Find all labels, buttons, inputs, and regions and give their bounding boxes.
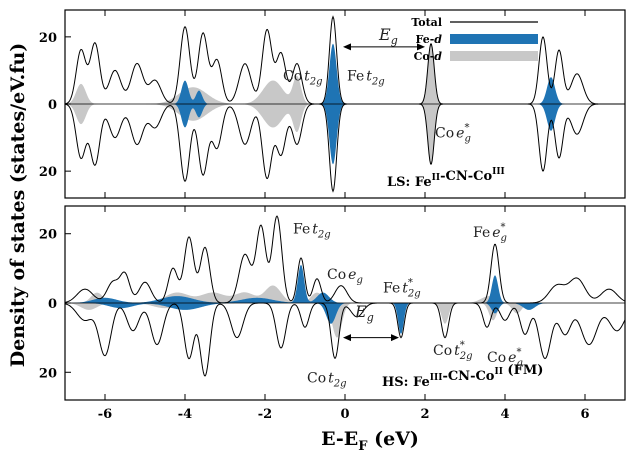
x-axis-title: E-EF (eV) [321,428,419,454]
annotation-1-7: Eg [354,302,374,324]
panel-hs: -6 -4 -2 0 2 4 6 20 0 20 Fe t2g Co eg Fe t* 2g Co t* 2g Co t2… [39,205,626,422]
legend-label-1: Fe-d [416,33,443,46]
total-line-up [65,15,625,105]
co-d-fill-down [65,104,625,164]
eg-arrow-head-right [391,334,399,342]
fe-d-fill-down [65,303,625,335]
panel-label-1: HS: FeIII-CN-CoII (FM) [382,363,543,390]
legend-swatch-1 [450,34,538,44]
y-axis-title: Density of states (states/eV.fu) [7,43,29,368]
annotation-0-1: Fe t2g [347,69,385,88]
x-axis-title-sub: F [358,439,368,454]
eg-arrow-head-left [343,334,351,342]
annotation-1-2: Fe t* 2g [383,278,421,300]
x-tick-label: 4 [500,407,509,422]
legend-swatch-2 [450,51,538,61]
y-tick-label: 0 [48,98,57,113]
x-tick-label: 6 [580,407,589,422]
annotation-1-4: Co t2g [307,371,347,390]
y-tick-label: 20 [39,31,57,46]
eg-arrow-head-right [417,43,425,51]
fe-d-fill-up [65,43,625,104]
total-line-up [65,215,625,304]
total-line-down [65,103,625,193]
annotation-1-6: Co e* g [487,347,523,369]
x-tick-label: 0 [340,407,349,422]
co-d-fill-down [65,303,625,338]
legend-label-2: Co-d [414,50,443,63]
fe-d-fill-down [65,104,625,165]
annotation-0-3: Eg [378,25,398,47]
panel-ls: 20 0 20 Co t2g Fe t2g Co e* g Eg LS: FeII-CN-CoIII T… [39,9,626,199]
co-d-fill-up [65,44,625,104]
total-line-down [65,302,625,377]
annotation-1-0: Fe t2g [293,222,331,241]
co-d-fill-up [65,285,625,303]
x-tick-label: -4 [178,407,192,422]
svg-text:E-EF (eV): E-EF (eV) [321,428,419,454]
x-tick-label: -2 [258,407,272,422]
x-tick-label: 2 [420,407,429,422]
x-axis-title-main: E-E [321,428,358,450]
eg-arrow-head-left [343,43,351,51]
annotation-1-1: Co eg [327,267,363,286]
annotation-0-2: Co e* g [435,123,471,145]
y-tick-label: 20 [39,366,57,381]
legend: Total Fe-d Co-d [411,16,538,63]
y-tick-label: 0 [48,297,57,312]
annotation-1-3: Co t* 2g [433,340,473,362]
annotation-1-5: Fe e* g [473,222,507,244]
annotation-0-0: Co t2g [283,69,323,88]
x-tick-label: -6 [98,407,112,422]
y-tick-label: 20 [39,228,57,243]
legend-label-0: Total [411,16,442,29]
y-tick-label: 20 [39,165,57,180]
panel-label-0: LS: FeII-CN-CoIII [387,167,505,190]
x-axis-title-unit: (eV) [368,428,419,450]
